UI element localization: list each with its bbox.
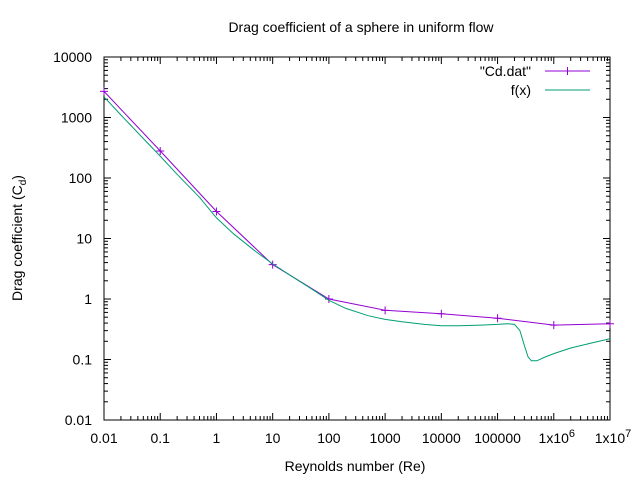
series-point [212, 207, 221, 216]
y-axis-label-close: ) [9, 175, 25, 180]
y-axis-label-subscript: d [18, 180, 29, 186]
x-tick-label: 10 [265, 430, 281, 446]
series-line-0 [103, 91, 611, 326]
series-point [381, 306, 390, 315]
y-tick-label: 10 [76, 231, 92, 247]
x-ticks: 0.01 0.1 1 10 100 1000 10000 100000 1x106 1x107 [90, 57, 631, 446]
plot-area [103, 56, 611, 421]
plot-frame [103, 56, 611, 421]
y-tick-label: 1 [84, 291, 92, 307]
x-tick-label: 100 [317, 430, 341, 446]
legend-label-1: f(x) [511, 82, 531, 98]
series-point [268, 260, 277, 269]
y-tick-label: 0.1 [73, 352, 93, 368]
x-tick-label: 100000 [474, 430, 521, 446]
series-point [493, 314, 502, 323]
x-axis-label: Reynolds number (Re) [285, 458, 426, 474]
x-tick-label: 10000 [422, 430, 461, 446]
chart-title: Drag coefficient of a sphere in uniform … [228, 19, 494, 35]
series-line-1 [103, 96, 611, 362]
x-tick-label-exponent: 6 [569, 428, 575, 440]
series-layer [100, 87, 614, 362]
x-tick-label: 1x106 [539, 428, 575, 446]
x-tick-label: 1x107 [595, 428, 631, 446]
y-ticks: 0.01 0.1 1 10 100 1000 10000 [53, 49, 610, 428]
legend: "Cd.dat" f(x) [480, 63, 590, 98]
series-point [156, 146, 165, 155]
series-point [606, 319, 614, 328]
x-tick-label-exponent: 7 [625, 428, 631, 440]
x-tick-label: 1000 [370, 430, 401, 446]
x-tick-label-base: 1x10 [539, 430, 570, 446]
y-axis-label-main: Drag coefficient (C [9, 185, 25, 301]
y-tick-label: 100 [69, 170, 93, 186]
series-point [437, 309, 446, 318]
series-point [100, 87, 108, 96]
y-tick-label: 10000 [53, 49, 92, 65]
series-point [549, 321, 558, 330]
y-tick-label: 1000 [61, 110, 92, 126]
x-tick-label: 1 [213, 430, 221, 446]
legend-label-0: "Cd.dat" [480, 63, 531, 79]
legend-marker-0 [563, 67, 572, 75]
x-tick-label: 0.1 [150, 430, 170, 446]
x-tick-label: 0.01 [90, 430, 117, 446]
y-axis-label: Drag coefficient (Cd) [9, 175, 29, 301]
x-tick-label-base: 1x10 [595, 430, 626, 446]
y-tick-label: 0.01 [65, 412, 92, 428]
